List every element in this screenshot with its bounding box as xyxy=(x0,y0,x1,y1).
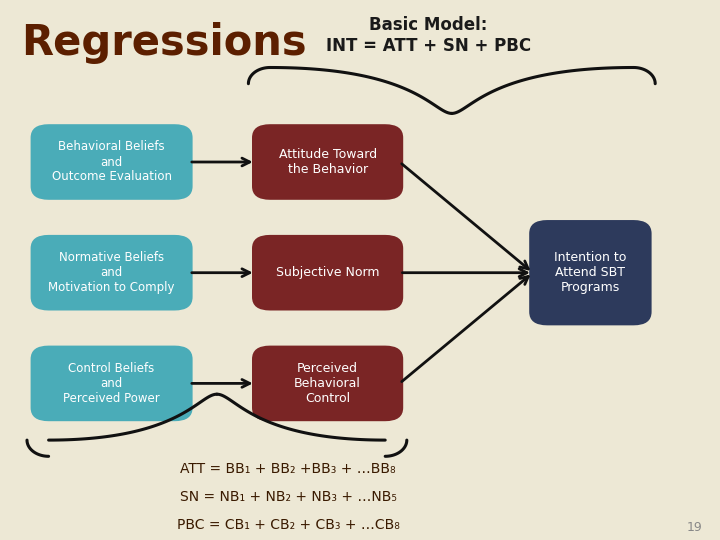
Text: Regressions: Regressions xyxy=(22,22,307,64)
Text: ATT = BB₁ + BB₂ +BB₃ + …BB₈: ATT = BB₁ + BB₂ +BB₃ + …BB₈ xyxy=(180,462,396,476)
Text: Intention to
Attend SBT
Programs: Intention to Attend SBT Programs xyxy=(554,251,626,294)
Text: Subjective Norm: Subjective Norm xyxy=(276,266,379,279)
FancyBboxPatch shape xyxy=(252,235,403,310)
Text: Normative Beliefs
and
Motivation to Comply: Normative Beliefs and Motivation to Comp… xyxy=(48,251,175,294)
FancyBboxPatch shape xyxy=(252,346,403,421)
Text: Perceived
Behavioral
Control: Perceived Behavioral Control xyxy=(294,362,361,405)
FancyBboxPatch shape xyxy=(30,235,193,310)
FancyBboxPatch shape xyxy=(30,124,193,200)
Text: 19: 19 xyxy=(686,521,702,534)
FancyBboxPatch shape xyxy=(30,346,193,421)
FancyBboxPatch shape xyxy=(529,220,652,325)
Text: Control Beliefs
and
Perceived Power: Control Beliefs and Perceived Power xyxy=(63,362,160,405)
FancyBboxPatch shape xyxy=(252,124,403,200)
Text: SN = NB₁ + NB₂ + NB₃ + …NB₅: SN = NB₁ + NB₂ + NB₃ + …NB₅ xyxy=(179,490,397,504)
Text: PBC = CB₁ + CB₂ + CB₃ + …CB₈: PBC = CB₁ + CB₂ + CB₃ + …CB₈ xyxy=(176,518,400,532)
Text: Behavioral Beliefs
and
Outcome Evaluation: Behavioral Beliefs and Outcome Evaluatio… xyxy=(52,140,171,184)
Text: Attitude Toward
the Behavior: Attitude Toward the Behavior xyxy=(279,148,377,176)
Text: Basic Model:
INT = ATT + SN + PBC: Basic Model: INT = ATT + SN + PBC xyxy=(326,16,531,55)
